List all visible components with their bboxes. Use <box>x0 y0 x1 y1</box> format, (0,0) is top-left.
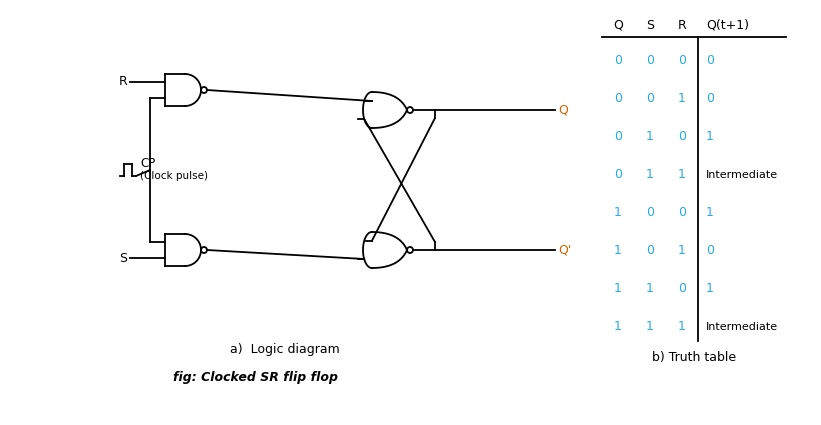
Text: 0: 0 <box>706 92 714 105</box>
Text: S: S <box>646 19 654 31</box>
Text: R: R <box>677 19 686 31</box>
Text: 0: 0 <box>706 244 714 257</box>
Text: 0: 0 <box>678 130 686 143</box>
Text: 1: 1 <box>678 168 686 181</box>
Text: 0: 0 <box>706 54 714 67</box>
Text: Q: Q <box>558 104 568 116</box>
Text: a)  Logic diagram: a) Logic diagram <box>230 343 340 357</box>
Text: 0: 0 <box>646 54 654 67</box>
Text: 1: 1 <box>646 320 654 333</box>
Text: 0: 0 <box>646 92 654 105</box>
Text: 0: 0 <box>646 206 654 219</box>
Text: Intermediate: Intermediate <box>706 322 778 332</box>
Text: Q': Q' <box>558 244 571 257</box>
Text: 1: 1 <box>678 244 686 257</box>
Text: 1: 1 <box>614 320 622 333</box>
Text: 0: 0 <box>678 282 686 295</box>
Text: 1: 1 <box>614 244 622 257</box>
Text: (Clock pulse): (Clock pulse) <box>140 171 208 181</box>
Text: 1: 1 <box>646 168 654 181</box>
Text: R: R <box>118 74 127 88</box>
Text: Q: Q <box>613 19 623 31</box>
Text: 0: 0 <box>614 54 622 67</box>
Text: 1: 1 <box>646 130 654 143</box>
Text: 0: 0 <box>646 244 654 257</box>
Text: 0: 0 <box>678 206 686 219</box>
Text: 0: 0 <box>614 92 622 105</box>
Text: 0: 0 <box>614 130 622 143</box>
Text: 1: 1 <box>614 282 622 295</box>
Text: Intermediate: Intermediate <box>706 170 778 179</box>
Text: CP: CP <box>140 156 155 170</box>
Text: 1: 1 <box>614 206 622 219</box>
Text: b) Truth table: b) Truth table <box>652 351 736 363</box>
Text: fig: Clocked SR flip flop: fig: Clocked SR flip flop <box>172 371 337 383</box>
Text: 1: 1 <box>678 92 686 105</box>
Text: 1: 1 <box>646 282 654 295</box>
Text: 1: 1 <box>706 206 714 219</box>
Text: 0: 0 <box>678 54 686 67</box>
Text: 0: 0 <box>614 168 622 181</box>
Text: S: S <box>119 252 127 266</box>
Text: Q(t+1): Q(t+1) <box>706 19 749 31</box>
Text: 1: 1 <box>678 320 686 333</box>
Text: 1: 1 <box>706 130 714 143</box>
Text: 1: 1 <box>706 282 714 295</box>
